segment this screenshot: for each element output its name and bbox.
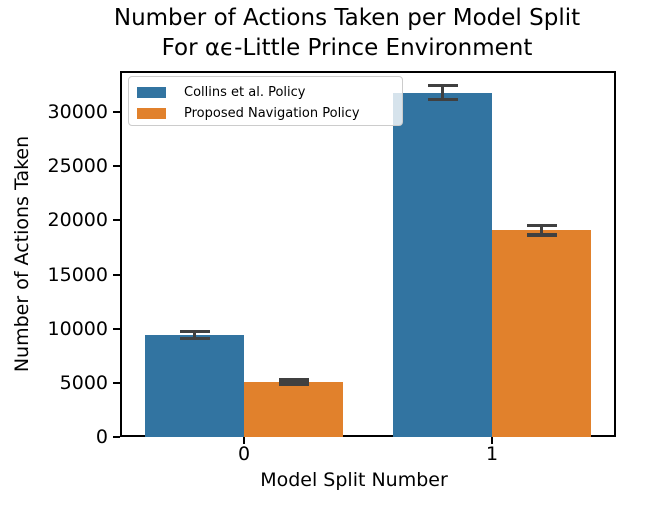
x-tick-mark: [491, 437, 493, 444]
legend-swatch-proposed-icon: [137, 107, 166, 119]
error-bar-stem: [440, 85, 445, 100]
error-bar-stem: [539, 225, 544, 236]
bar-series0-split0: [145, 335, 244, 437]
y-tick-mark: [113, 381, 120, 384]
legend-swatch-collins-icon: [137, 86, 166, 98]
bar-series1-split0: [244, 381, 343, 437]
y-tick-label: 0: [95, 426, 108, 448]
y-tick-mark: [113, 219, 120, 222]
error-bar-cap: [179, 329, 210, 334]
error-bar-stem: [291, 379, 296, 385]
error-bar-cap: [179, 336, 210, 341]
bar-series0-split1: [393, 92, 492, 437]
y-tick-label: 10000: [47, 317, 108, 340]
y-tick-mark: [113, 327, 120, 330]
y-tick-mark: [113, 111, 120, 114]
y-tick-mark: [113, 273, 120, 276]
chart-title-line-2: For αϵ-Little Prince Environment: [161, 35, 533, 61]
y-tick-mark: [113, 165, 120, 168]
chart-title-line-1: Number of Actions Taken per Model Split: [113, 5, 581, 31]
legend: Collins et al. Policy Proposed Navigatio…: [128, 76, 403, 126]
y-axis-label: Number of Actions Taken: [11, 135, 33, 373]
x-tick-label: 1: [485, 443, 499, 465]
bar-series1-split1: [492, 230, 591, 437]
error-bar-cap: [526, 233, 557, 237]
legend-entry-collins: Collins et al. Policy: [137, 82, 402, 102]
y-tick-label: 20000: [47, 209, 108, 232]
y-tick-label: 5000: [59, 371, 108, 394]
y-tick-label: 30000: [47, 101, 108, 124]
legend-entry-proposed: Proposed Navigation Policy: [137, 103, 402, 123]
error-bar-cap: [278, 382, 309, 386]
x-axis-label: Model Split Number: [260, 469, 448, 491]
error-bar-stem: [192, 331, 197, 339]
error-bar-cap: [427, 97, 458, 102]
y-tick-mark: [113, 436, 120, 438]
y-tick-label: 15000: [47, 263, 108, 286]
legend-label-collins: Collins et al. Policy: [184, 84, 306, 100]
legend-label-proposed: Proposed Navigation Policy: [184, 105, 360, 121]
error-bar-cap: [278, 378, 309, 382]
y-tick-label: 25000: [47, 155, 108, 178]
x-tick-label: 0: [237, 443, 251, 465]
error-bar-cap: [427, 83, 458, 88]
x-tick-mark: [243, 437, 245, 444]
error-bar-cap: [526, 223, 557, 228]
